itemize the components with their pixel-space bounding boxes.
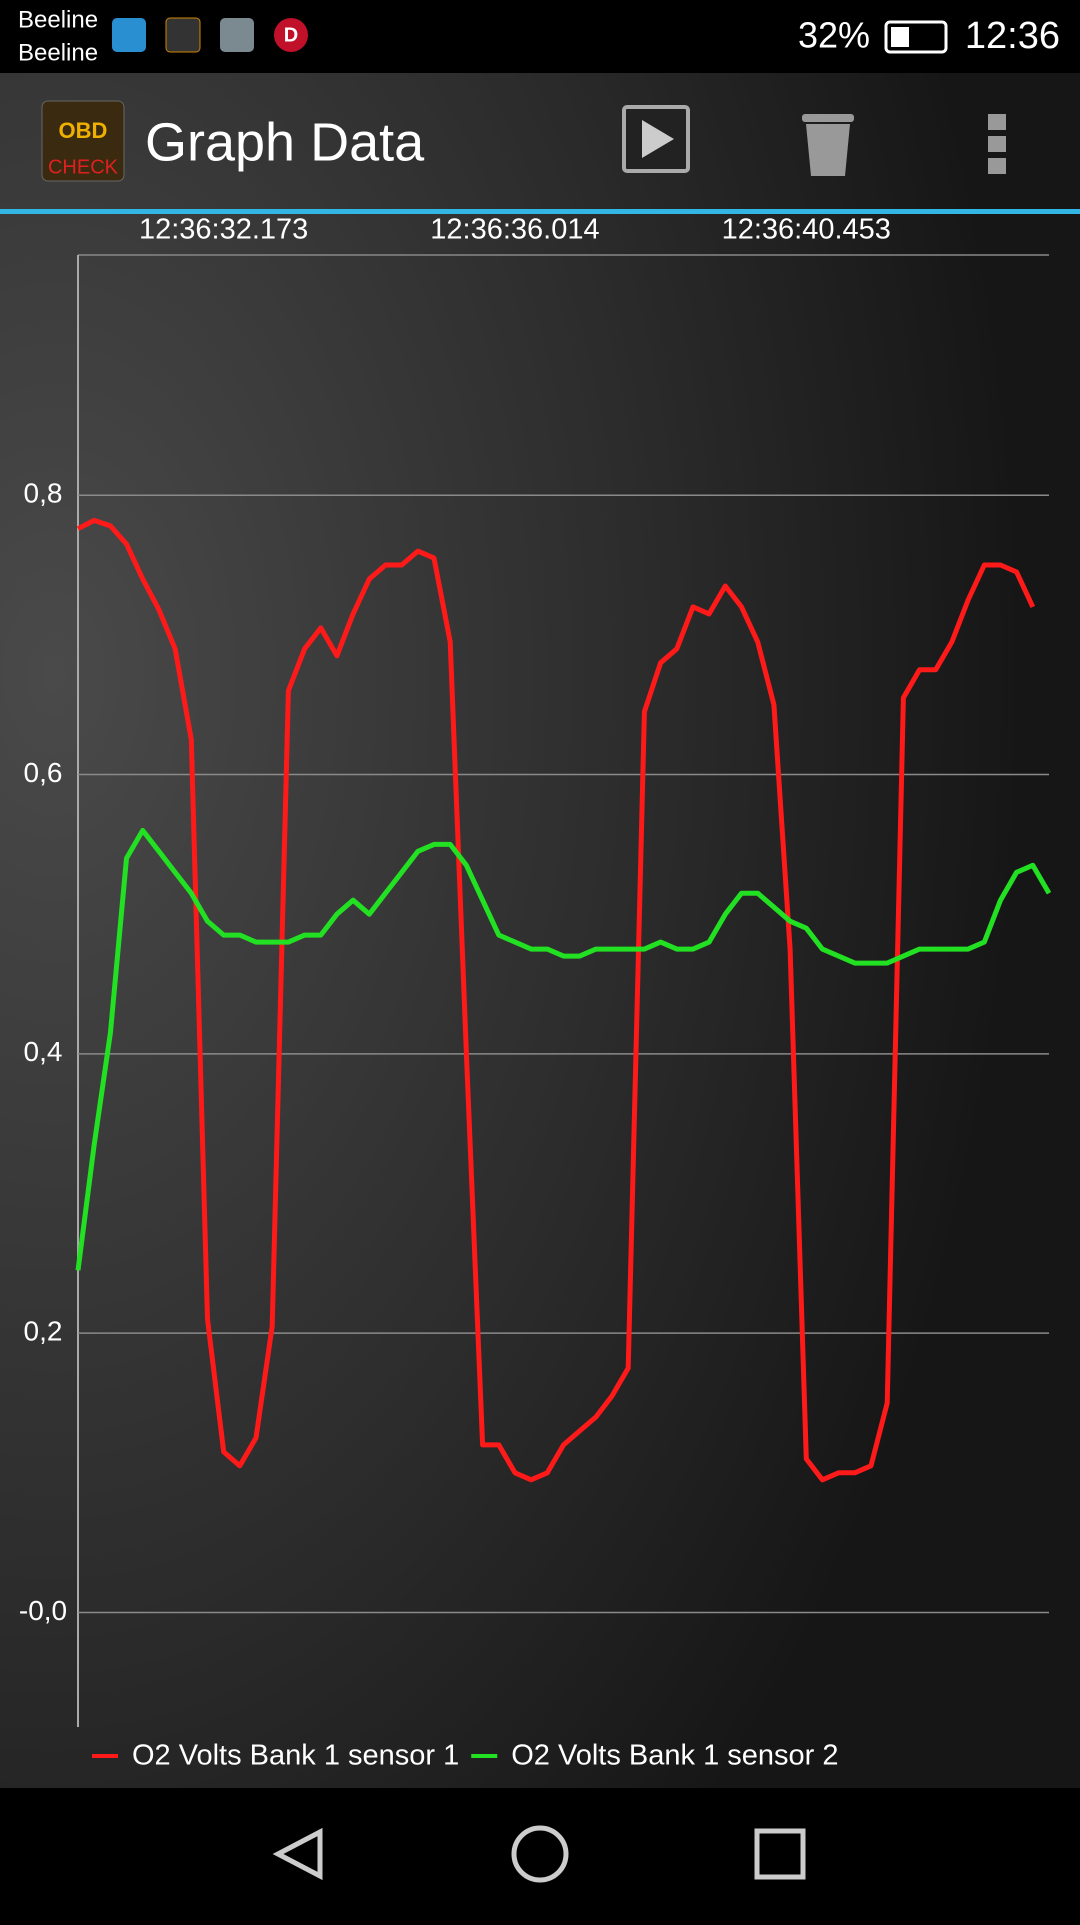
- battery-icon: [884, 20, 948, 54]
- play-icon: [642, 120, 674, 158]
- app-bar-divider: [0, 209, 1080, 214]
- series-line: [75, 827, 1052, 1271]
- y-tick-label: 0,6: [24, 757, 63, 788]
- battery-level: [891, 27, 909, 47]
- badge: D: [284, 24, 298, 46]
- x-tick-label: 12:36:32.173: [139, 214, 308, 246]
- delete-button[interactable]: [806, 124, 850, 176]
- app-icon-text: OBD: [59, 118, 108, 143]
- series-line: [76, 517, 1036, 1483]
- carrier: Beeline: [18, 39, 98, 66]
- clock: 12:36: [965, 15, 1060, 57]
- delete-lid: [802, 114, 854, 122]
- status-icon: [165, 17, 201, 53]
- y-tick-label: 0,4: [24, 1036, 63, 1067]
- chart: -0,0 0,2 0,4 0,6 0,8 12:36:32.173 12:36:36.014…: [19, 214, 1052, 1772]
- legend-label: O2 Volts Bank 1 sensor 1: [132, 1740, 459, 1772]
- y-tick-label: 0,8: [24, 478, 63, 509]
- app-icon[interactable]: [41, 100, 125, 182]
- legend-label: O2 Volts Bank 1 sensor 2: [511, 1740, 838, 1772]
- recents-button[interactable]: [754, 1828, 806, 1880]
- y-tick-label: 0,2: [24, 1316, 63, 1347]
- status-bar: [0, 0, 1080, 73]
- status-icon: [274, 18, 308, 52]
- app-icon-text: CHECK: [48, 156, 119, 178]
- status-icon: [220, 18, 254, 52]
- nav-bar: [0, 1788, 1080, 1920]
- x-tick-label: 12:36:36.014: [430, 214, 599, 246]
- x-tick-label: 12:36:40.453: [722, 214, 891, 246]
- carrier: Beeline: [18, 6, 98, 33]
- battery-percent: 32%: [798, 15, 870, 56]
- status-icon: [112, 18, 146, 52]
- back-button[interactable]: [272, 1827, 323, 1881]
- menu-button[interactable]: [988, 114, 1006, 174]
- background: [0, 73, 1080, 1788]
- app-title: Graph Data: [145, 112, 425, 172]
- home-button[interactable]: [511, 1825, 569, 1883]
- y-tick-label: -0,0: [19, 1595, 67, 1626]
